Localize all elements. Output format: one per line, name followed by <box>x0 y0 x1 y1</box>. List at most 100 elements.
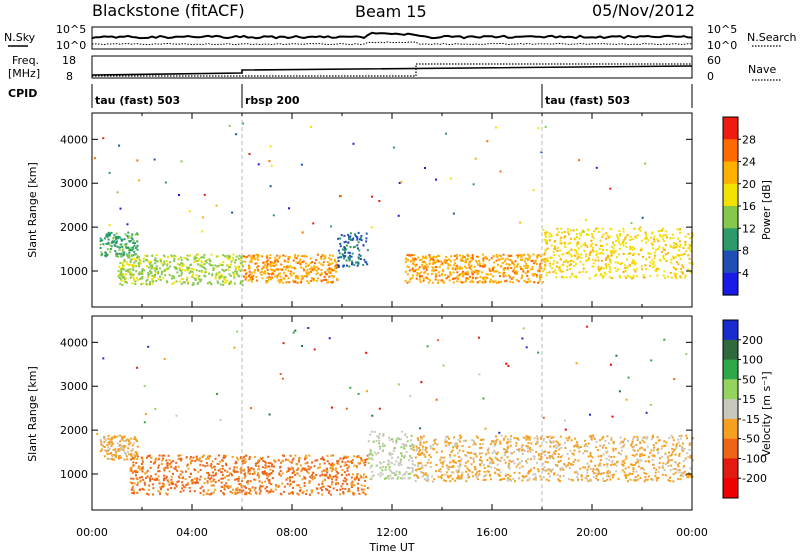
echo-cell <box>451 267 454 270</box>
echo-cell <box>608 442 610 445</box>
echo-cell <box>566 252 568 255</box>
echo-cell <box>146 259 149 262</box>
echo-cell <box>570 263 572 266</box>
echo-cell <box>575 441 578 444</box>
echo-cell <box>468 452 471 455</box>
echo-cell <box>393 447 396 449</box>
echo-cell <box>424 167 426 169</box>
echo-cell <box>185 470 187 473</box>
echo-cell <box>633 449 636 452</box>
echo-cell <box>215 472 218 475</box>
echo-cell <box>610 436 613 439</box>
echo-cell <box>503 453 506 456</box>
echo-cell <box>605 257 608 260</box>
echo-cell <box>405 471 408 473</box>
echo-cell <box>301 491 304 494</box>
echo-cell <box>298 260 301 263</box>
echo-cell <box>321 473 324 476</box>
echo-cell <box>516 272 519 275</box>
echo-cell <box>229 274 232 277</box>
echo-cell <box>495 259 498 262</box>
echo-cell <box>455 253 458 256</box>
echo-cell <box>154 257 157 260</box>
echo-cell <box>679 478 682 481</box>
echo-cell <box>139 488 142 491</box>
echo-cell <box>142 488 145 491</box>
echo-cell <box>482 258 485 261</box>
echo-cell <box>639 442 642 445</box>
echo-cell <box>588 254 591 257</box>
echo-cell <box>100 448 103 451</box>
echo-cell <box>330 466 333 469</box>
echo-cell <box>139 476 141 479</box>
echo-cell <box>236 491 239 494</box>
echo-cell <box>119 273 122 276</box>
echo-cell <box>633 464 636 466</box>
echo-cell <box>464 465 467 468</box>
echo-cell <box>265 466 268 468</box>
echo-cell <box>558 265 561 268</box>
echo-cell <box>311 278 314 281</box>
echo-cell <box>197 281 200 284</box>
echo-cell <box>616 234 619 237</box>
echo-cell <box>366 263 369 266</box>
echo-cell <box>602 480 605 482</box>
echo-cell <box>495 126 497 129</box>
echo-cell <box>141 277 144 280</box>
cpid-label: CPID <box>8 87 37 100</box>
echo-cell <box>476 270 479 273</box>
echo-cell <box>313 476 316 479</box>
echo-cell <box>123 260 126 263</box>
echo-cell <box>634 479 637 482</box>
echo-cell <box>526 270 529 273</box>
echo-cell <box>130 458 133 461</box>
echo-cell <box>200 263 203 266</box>
echo-cell <box>264 464 267 467</box>
echo-cell <box>152 276 155 279</box>
echo-cell <box>512 270 515 273</box>
echo-cell <box>667 252 669 255</box>
echo-cell <box>137 262 140 265</box>
echo-cell <box>131 233 134 236</box>
echo-cell <box>165 280 168 283</box>
echo-cell <box>445 262 448 265</box>
echo-cell <box>318 466 321 469</box>
echo-cell <box>303 468 306 471</box>
echo-cell <box>424 464 427 467</box>
echo-cell <box>237 477 240 480</box>
echo-cell <box>535 450 538 453</box>
echo-cell <box>472 270 475 273</box>
echo-cell <box>493 444 496 447</box>
echo-cell <box>689 454 692 457</box>
echo-cell <box>629 235 632 238</box>
echo-cell <box>631 454 634 457</box>
echo-cell <box>256 268 259 271</box>
echo-cell <box>433 439 436 442</box>
echo-cell <box>280 263 283 266</box>
echo-cell <box>504 267 507 270</box>
echo-cell <box>121 438 124 441</box>
echo-cell <box>490 257 493 260</box>
echo-cell <box>484 281 487 284</box>
echo-cell <box>294 275 297 278</box>
echo-cell <box>298 474 301 477</box>
echo-cell <box>548 468 551 471</box>
echo-cell <box>481 265 484 268</box>
colorbar-swatch <box>723 117 738 140</box>
echo-cell <box>601 235 604 238</box>
echo-cell <box>149 282 151 285</box>
echo-cell <box>349 235 352 238</box>
echo-cell <box>505 449 507 452</box>
echo-cell <box>492 275 495 278</box>
echo-cell <box>510 277 513 280</box>
echo-cell <box>348 259 351 262</box>
echo-cell <box>602 267 605 270</box>
echo-cell <box>445 132 447 135</box>
echo-cell <box>529 450 532 453</box>
echo-cell <box>262 272 265 275</box>
echo-cell <box>515 270 518 273</box>
echo-cell <box>494 443 497 446</box>
echo-cell <box>267 475 270 478</box>
echo-cell <box>665 463 668 466</box>
echo-cell <box>443 456 446 459</box>
